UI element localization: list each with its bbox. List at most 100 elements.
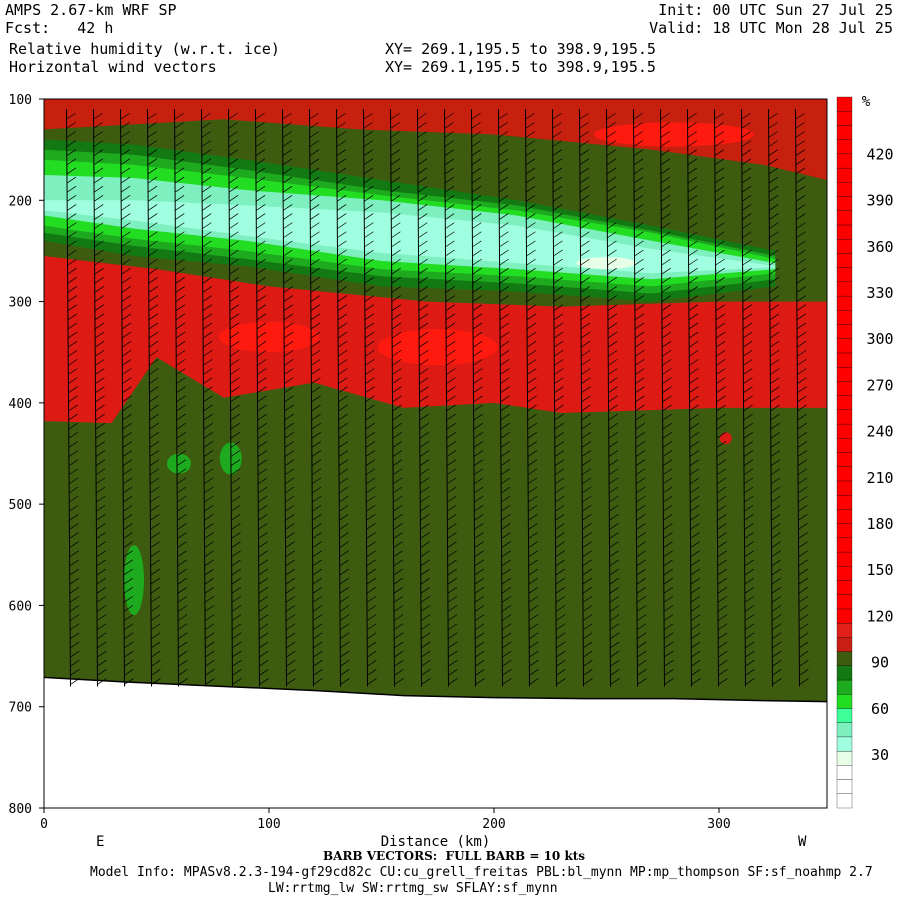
wind-barb [714, 131, 724, 138]
wind-barb [94, 277, 104, 284]
colorbar-cell [836, 665, 853, 681]
wind-barb [744, 514, 754, 521]
wind-barb [122, 377, 132, 384]
wind-barb [580, 322, 591, 330]
colorbar-cell [836, 694, 853, 709]
wind-barb [716, 413, 726, 421]
wind-barb [555, 550, 565, 558]
wind-barb [228, 149, 239, 157]
wind-barb [689, 422, 699, 430]
wind-barb [525, 149, 536, 157]
wind-barb [608, 377, 618, 384]
wind-barb [608, 441, 619, 448]
wind-barb [690, 623, 701, 631]
wind-barb [364, 322, 375, 330]
wind-barb [338, 477, 349, 485]
wind-barb [796, 286, 806, 293]
wind-barb [364, 240, 374, 248]
wind-barb [120, 140, 130, 147]
wind-barb [283, 240, 293, 248]
wind-barb [336, 176, 347, 184]
wind-barb [204, 632, 215, 640]
wind-barb [743, 477, 754, 485]
wind-barb [419, 441, 430, 448]
colorbar-label: 390 [866, 192, 893, 210]
wind-barb [311, 450, 322, 457]
colorbar-cell [836, 281, 853, 297]
wind-barb [555, 623, 566, 631]
wind-barb [149, 422, 159, 430]
wind-barb [283, 304, 294, 311]
wind-barb [472, 222, 482, 229]
wind-barb [579, 158, 590, 166]
wind-barb [258, 504, 268, 512]
wind-barb [446, 468, 457, 476]
wind-barb [420, 632, 431, 640]
wind-barb [717, 605, 728, 612]
wind-barb [583, 659, 593, 667]
wind-barb [340, 650, 350, 658]
wind-barb [528, 514, 538, 521]
wind-barb [525, 122, 535, 129]
wind-barb [662, 368, 672, 375]
wind-barb [339, 541, 349, 548]
wind-barb [715, 277, 725, 284]
wind-barb [417, 176, 428, 184]
wind-barb [526, 340, 537, 348]
wind-barb [151, 650, 161, 658]
wind-barb [123, 541, 133, 548]
wind-barb [311, 368, 321, 375]
wind-barb [636, 504, 646, 512]
wind-barb [310, 286, 320, 293]
wind-barb [122, 349, 132, 357]
wind-barb [445, 231, 455, 239]
wind-barb [204, 504, 214, 512]
wind-barb [714, 149, 725, 157]
wind-barb [338, 422, 348, 430]
barb-column-6 [201, 109, 206, 687]
wind-barb [419, 422, 429, 430]
wind-barb [123, 614, 134, 621]
wind-barb [391, 313, 402, 321]
wind-barb [768, 140, 778, 147]
wind-barb [391, 222, 401, 229]
wind-barb [70, 641, 80, 649]
wind-barb [798, 614, 809, 621]
wind-barb [259, 669, 269, 676]
barb-column-2 [93, 109, 98, 687]
wind-barb [97, 641, 107, 649]
wind-barb [742, 267, 752, 275]
wind-barb [337, 304, 348, 311]
wind-barb [420, 605, 431, 612]
wind-barb [66, 149, 77, 157]
barb-column-13 [390, 109, 395, 687]
wind-barb [553, 331, 564, 339]
wind-barb [444, 176, 455, 184]
wind-barb [662, 459, 673, 466]
wind-barb [473, 349, 483, 357]
wind-barb [609, 632, 620, 640]
wind-barb [529, 659, 539, 667]
colorbar-cell [836, 139, 853, 155]
wind-barb [124, 678, 134, 685]
y-tick-label: 800 [9, 802, 32, 817]
wind-barb [447, 568, 457, 576]
colorbar-cell [836, 452, 853, 467]
wind-barb [93, 176, 104, 184]
wind-barb [798, 596, 809, 603]
wind-barb [310, 304, 321, 311]
wind-barb [310, 331, 321, 339]
wind-barb [769, 295, 780, 302]
wind-barb [635, 368, 645, 375]
wind-barb [230, 395, 240, 403]
wind-barb [282, 158, 293, 166]
wind-barb [633, 149, 644, 157]
wind-barb [419, 359, 429, 366]
wind-barb [176, 450, 187, 457]
wind-barb [637, 659, 647, 667]
wind-barb [366, 632, 377, 640]
wind-barb [420, 614, 431, 621]
wind-barb [148, 204, 158, 211]
wind-barb [581, 432, 591, 439]
wind-barb [661, 231, 671, 239]
